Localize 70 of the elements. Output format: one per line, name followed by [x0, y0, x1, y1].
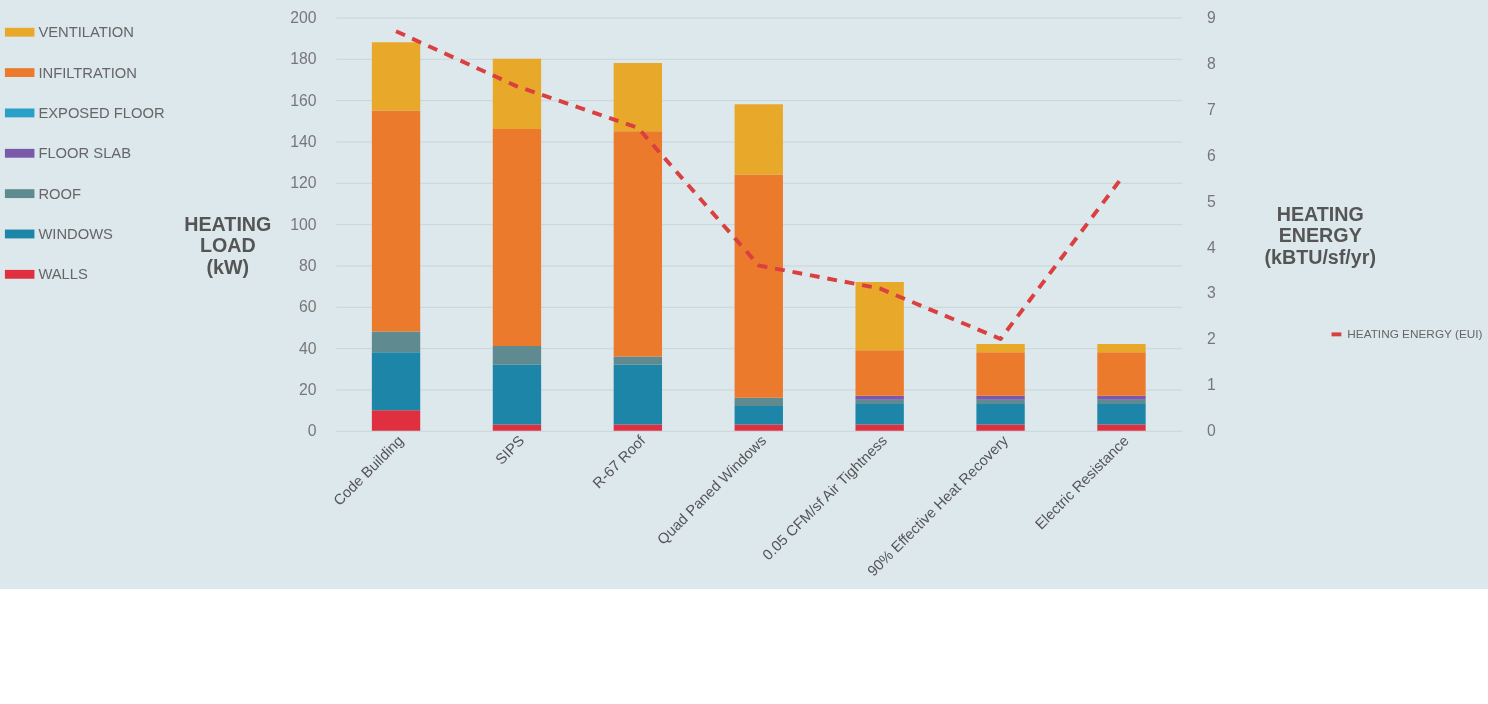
bar: [1097, 403, 1146, 425]
bar: [492, 346, 542, 365]
bar: [371, 110, 421, 332]
bar: [976, 395, 1025, 400]
y-tick-label: 60: [298, 298, 317, 316]
y2-tick-label: 8: [1207, 54, 1217, 72]
bar: [976, 399, 1025, 404]
y2-tick-label: 7: [1207, 100, 1216, 118]
bar: [976, 403, 1025, 425]
legend-label: FLOOR SLAB: [38, 145, 132, 162]
y-tick-label: 140: [290, 132, 317, 150]
bar: [613, 364, 663, 425]
y-tick-label: 180: [290, 50, 317, 68]
bar: [1097, 344, 1146, 353]
bar: [1097, 352, 1146, 396]
bar: [734, 397, 783, 406]
y-tick-label: 0: [307, 422, 317, 440]
bar: [613, 62, 663, 132]
bar: [1097, 395, 1146, 400]
bar: [492, 58, 542, 130]
bar: [976, 424, 1025, 431]
y2-tick-label: 5: [1207, 192, 1217, 210]
bar: [855, 424, 904, 431]
y-tick-label: 100: [290, 215, 317, 233]
line-series: [394, 29, 1124, 341]
bar: [371, 352, 421, 411]
y2-axis-title: HEATING ENERGY (kBTU/sf/yr): [1264, 202, 1376, 268]
bar: [492, 129, 542, 347]
bar: [613, 356, 663, 365]
y-tick-label: 200: [290, 8, 317, 26]
y-axis-title: HEATING LOAD (kW): [184, 212, 272, 278]
legend-label: WALLS: [38, 266, 88, 283]
y-tick-label: 80: [298, 256, 317, 274]
bar: [371, 331, 421, 353]
bar: [371, 42, 421, 111]
y2-tick-label: 4: [1207, 238, 1217, 256]
bar: [855, 399, 904, 404]
legend-label: WINDOWS: [38, 225, 114, 242]
legend-label: ROOF: [38, 185, 81, 202]
bar: [855, 395, 904, 400]
bar: [371, 410, 421, 431]
bar: [734, 104, 783, 175]
legend-label: VENTILATION: [38, 24, 135, 41]
legend-label: EXPOSED FLOOR: [38, 104, 165, 121]
bar: [613, 424, 663, 431]
y2-tick-label: 1: [1207, 376, 1216, 394]
bar: [734, 424, 783, 431]
bar: [613, 131, 663, 357]
bar: [976, 352, 1025, 396]
bar: [855, 350, 904, 396]
y-tick-label: 40: [298, 339, 317, 357]
bar: [1097, 399, 1146, 404]
y2-tick-label: 2: [1207, 330, 1216, 348]
bar: [492, 364, 542, 425]
y2-tick-label: 0: [1207, 422, 1217, 440]
bar: [734, 406, 783, 425]
legend-label: HEATING ENERGY (EUI): [1347, 327, 1483, 342]
y2-tick-label: 3: [1207, 284, 1217, 302]
bar: [855, 282, 904, 351]
legend-label: INFILTRATION: [38, 64, 137, 81]
y-tick-label: 160: [290, 91, 317, 109]
bar: [734, 174, 783, 398]
y-tick-label: 20: [298, 380, 317, 398]
y2-tick-label: 9: [1207, 8, 1216, 26]
bar: [1097, 424, 1146, 431]
bar: [976, 344, 1025, 353]
bar: [855, 403, 904, 425]
bar: [492, 424, 542, 431]
y2-tick-label: 6: [1207, 146, 1217, 164]
y-tick-label: 120: [290, 174, 317, 192]
